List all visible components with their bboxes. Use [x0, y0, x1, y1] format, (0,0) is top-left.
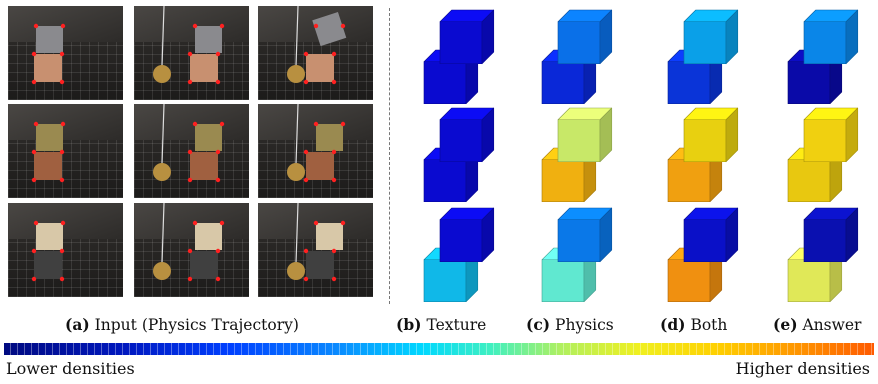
input-frame-photo [134, 203, 249, 297]
colorbar-low-label: Lower densities [6, 359, 135, 378]
density-colorbar-ticks [4, 343, 874, 355]
cube-rendering-both [660, 206, 756, 303]
input-frame-photo [8, 6, 123, 100]
caption-e: (e) Answer [773, 315, 862, 334]
cube-rendering-texture [416, 206, 512, 303]
cube-rendering-both [660, 8, 756, 105]
cube-rendering-physics [534, 206, 630, 303]
cube-rendering-texture [416, 8, 512, 105]
input-frame-photo [258, 203, 373, 297]
caption-d: (d) Both [660, 315, 728, 334]
cube-rendering-answer [780, 106, 876, 203]
colorbar-high-label: Higher densities [735, 359, 870, 378]
input-frame-photo [258, 6, 373, 100]
cube-rendering-both [660, 106, 756, 203]
cube-rendering-answer [780, 206, 876, 303]
input-frame-photo [8, 203, 123, 297]
cube-rendering-answer [780, 8, 876, 105]
caption-a: (a) Input (Physics Trajectory) [65, 315, 299, 334]
cube-rendering-texture [416, 106, 512, 203]
input-frame-photo [8, 104, 123, 198]
input-frame-photo [258, 104, 373, 198]
input-frame-photo [134, 6, 249, 100]
dashed-divider [389, 8, 390, 304]
cube-rendering-physics [534, 8, 630, 105]
density-colorbar [4, 343, 874, 355]
caption-b: (b) Texture [396, 315, 487, 334]
input-frame-photo [134, 104, 249, 198]
cube-rendering-physics [534, 106, 630, 203]
caption-c: (c) Physics [526, 315, 614, 334]
